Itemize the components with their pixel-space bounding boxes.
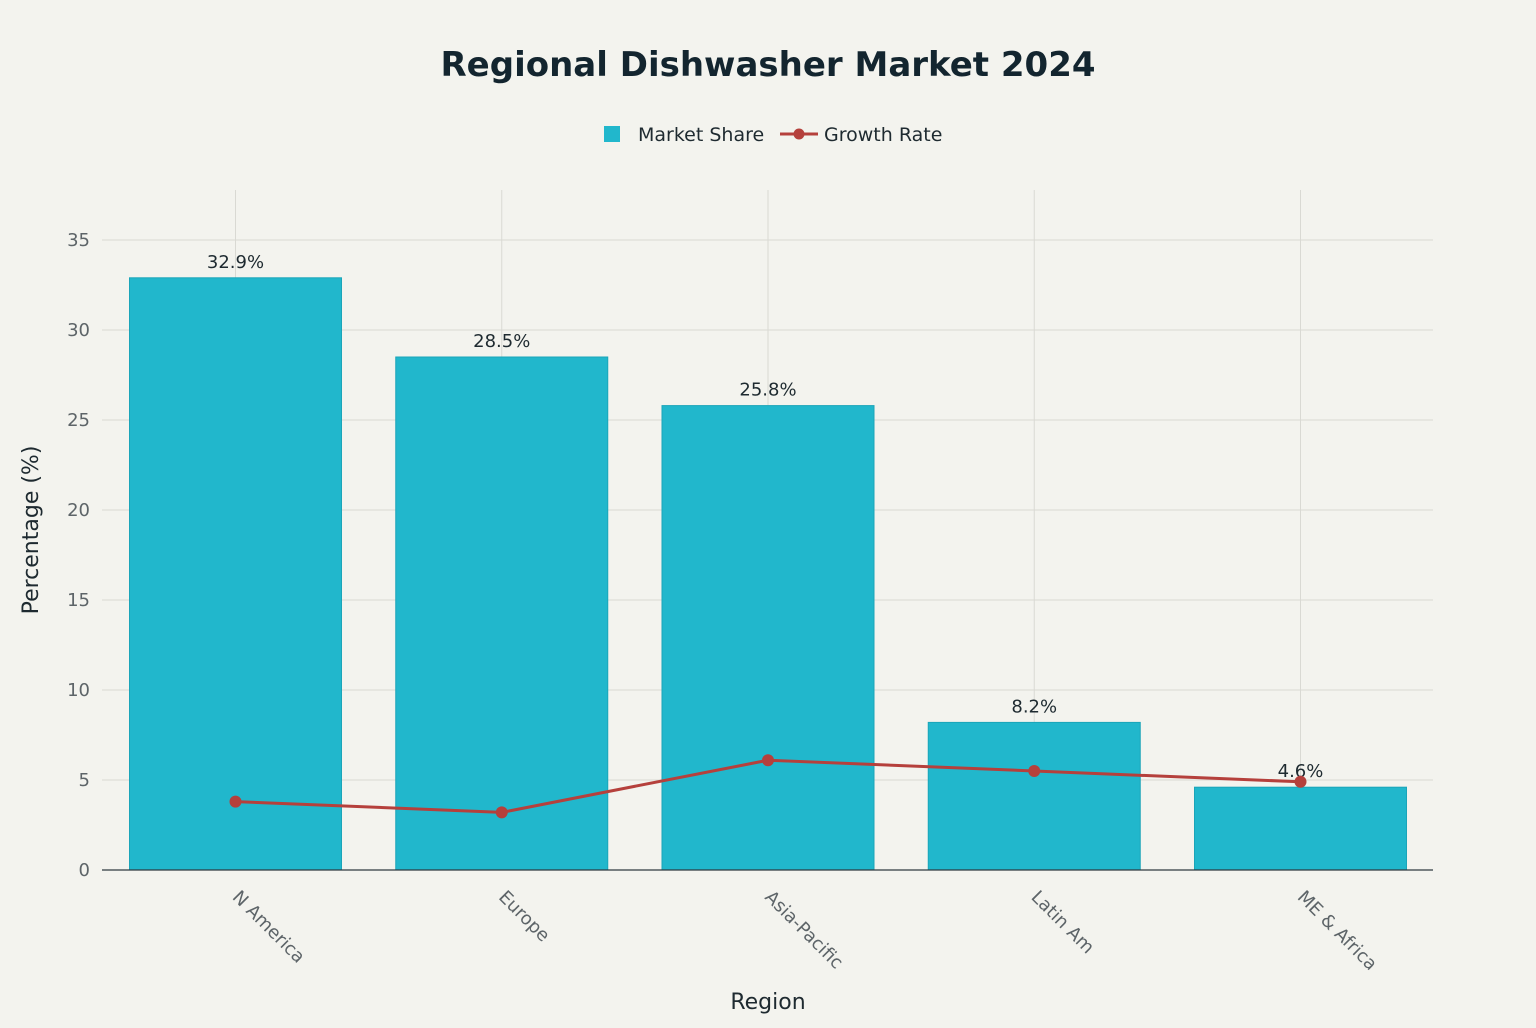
y-tick-label-30: 30 xyxy=(67,320,90,341)
x-tick-label-4: ME & Africa xyxy=(1293,887,1381,975)
bar-data-label-2: 25.8% xyxy=(739,380,796,401)
legend-swatch-market-share xyxy=(604,126,620,142)
bar-market-share-0 xyxy=(129,277,342,871)
legend-label-growth-rate: Growth Rate xyxy=(824,124,942,146)
bar-data-label-3: 8.2% xyxy=(1011,696,1057,717)
x-axis-title: Region xyxy=(730,990,805,1015)
y-axis-title: Percentage (%) xyxy=(19,446,44,615)
y-tick-label-0: 0 xyxy=(79,860,90,881)
y-tick-label-10: 10 xyxy=(67,680,90,701)
bar-market-share-3 xyxy=(927,721,1141,871)
growth-rate-point-0 xyxy=(229,795,242,808)
bar-market-share-4 xyxy=(1194,786,1407,871)
bar-market-share-1 xyxy=(395,356,609,871)
growth-rate-point-2 xyxy=(762,754,774,767)
bar-layer xyxy=(129,277,1407,871)
x-tick-label-3: Latin Am xyxy=(1027,887,1098,958)
y-tick-label-15: 15 xyxy=(67,590,90,611)
y-tick-label-5: 5 xyxy=(79,770,90,791)
legend-swatch-growth-rate-marker xyxy=(793,128,805,140)
x-tick-label-2: Asia-Pacific xyxy=(760,887,847,974)
legend: Market Share Growth Rate xyxy=(604,124,942,146)
growth-rate-point-4 xyxy=(1294,775,1307,788)
growth-line-layer xyxy=(229,754,1307,819)
bar-data-label-0: 32.9% xyxy=(207,252,264,273)
y-tick-label-35: 35 xyxy=(67,230,90,251)
growth-rate-point-1 xyxy=(495,806,508,819)
x-axis-ticks: N America Europe Asia-Pacific Latin Am ME & … xyxy=(228,887,1381,975)
bar-label-layer: 32.9% 28.5% 25.8% 8.2% 4.6% xyxy=(207,252,1323,782)
y-axis-ticks: 0 5 10 15 20 25 30 35 xyxy=(67,230,90,881)
bar-market-share-2 xyxy=(661,405,875,871)
bar-data-label-1: 28.5% xyxy=(473,331,530,352)
growth-rate-point-3 xyxy=(1028,765,1041,777)
x-tick-label-1: Europe xyxy=(494,887,554,947)
y-tick-label-25: 25 xyxy=(67,410,90,431)
legend-label-market-share: Market Share xyxy=(638,124,764,146)
y-tick-label-20: 20 xyxy=(67,500,90,521)
chart-title: Regional Dishwasher Market 2024 xyxy=(440,45,1095,85)
bar-data-label-4: 4.6% xyxy=(1278,761,1324,782)
x-tick-label-0: N America xyxy=(228,887,309,968)
